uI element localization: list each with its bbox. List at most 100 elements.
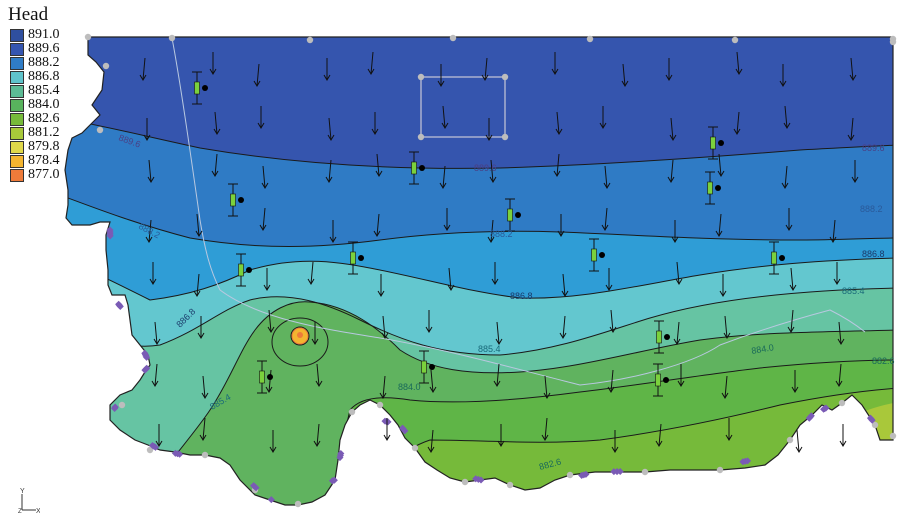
velocity-arrowhead xyxy=(851,176,859,183)
observation-targets xyxy=(192,71,785,397)
velocity-arrow xyxy=(214,111,218,135)
velocity-arrowhead xyxy=(213,128,221,135)
vertex-node xyxy=(501,73,509,81)
velocity-arrowhead xyxy=(493,380,501,387)
velocity-arrow xyxy=(658,423,662,447)
contour-line-884-0 xyxy=(129,301,893,505)
velocity-arrow xyxy=(376,153,380,177)
velocity-arrowhead xyxy=(325,176,333,183)
velocity-arrowhead xyxy=(315,380,323,387)
legend-item: 884.0 xyxy=(10,97,80,113)
vertex-node xyxy=(417,133,425,141)
boundary-marker xyxy=(176,450,184,458)
velocity-arrowhead xyxy=(377,290,385,297)
vertex-node xyxy=(411,444,419,452)
velocity-vectors xyxy=(139,51,859,453)
observation-target xyxy=(505,198,521,232)
vertex-node xyxy=(731,36,739,44)
velocity-arrowhead xyxy=(257,122,265,129)
boundary-marker xyxy=(477,476,485,484)
velocity-arrow xyxy=(214,153,218,177)
vertex-node xyxy=(118,401,126,409)
velocity-arrowhead xyxy=(367,68,375,75)
legend-item: 881.2 xyxy=(10,125,80,141)
velocity-arrowhead xyxy=(541,434,549,441)
axis-x-label: X xyxy=(36,508,40,514)
velocity-arrowhead xyxy=(717,170,725,177)
legend-swatch xyxy=(10,29,24,42)
velocity-arrowhead xyxy=(211,170,219,177)
velocity-arrowhead xyxy=(599,122,607,129)
velocity-arrowhead xyxy=(489,176,497,183)
velocity-arrow xyxy=(796,429,800,453)
legend: 891.0 889.6 888.2 886.8 885.4 884.0 882.6 881.2… xyxy=(10,27,80,183)
velocity-arrowhead xyxy=(603,182,611,189)
velocity-arrow xyxy=(154,363,158,387)
velocity-arrow xyxy=(262,165,266,189)
velocity-arrowhead xyxy=(783,122,791,129)
velocity-arrowhead xyxy=(787,326,795,333)
velocity-arrowhead xyxy=(621,80,629,87)
velocity-arrowhead xyxy=(313,440,321,447)
boundary-marker xyxy=(616,467,624,476)
legend-swatch xyxy=(10,71,24,84)
legend-label: 891.0 xyxy=(28,27,60,42)
velocity-arrow xyxy=(328,117,332,141)
velocity-arrow xyxy=(562,315,566,339)
velocity-arrowhead xyxy=(781,182,789,189)
legend-swatch xyxy=(10,141,24,154)
contour-line-889-6 xyxy=(65,117,893,169)
velocity-arrowhead xyxy=(269,446,277,453)
vertex-node xyxy=(889,38,897,46)
velocity-arrowhead xyxy=(371,128,379,135)
boundary-vertices xyxy=(84,33,897,508)
velocity-arrow xyxy=(604,165,608,189)
velocity-arrow xyxy=(268,309,272,333)
boundary-marker xyxy=(401,427,409,435)
contour-label: 885.4 xyxy=(478,344,501,354)
velocity-arrow xyxy=(442,105,446,129)
velocity-arrow xyxy=(832,219,836,243)
contour-line-886-8 xyxy=(65,257,893,301)
observation-target xyxy=(348,241,364,275)
contour-line-well-ring xyxy=(271,317,329,367)
velocity-arrowhead xyxy=(439,182,447,189)
contour-label: 884.0 xyxy=(398,382,421,392)
velocity-arrowhead xyxy=(383,434,391,441)
contour-label: 888.2 xyxy=(860,204,883,214)
axis-z-label: Z xyxy=(18,509,22,514)
velocity-arrow xyxy=(442,165,446,189)
velocity-arrow xyxy=(622,63,626,87)
velocity-arrow xyxy=(790,267,794,291)
legend-label: 888.2 xyxy=(28,55,60,70)
velocity-arrowhead xyxy=(675,278,683,285)
contour-label: 886.8 xyxy=(510,291,533,301)
axis-triad-icon: Y X Z xyxy=(18,488,40,514)
velocity-arrowhead xyxy=(425,326,433,333)
velocity-arrow xyxy=(196,273,200,297)
legend-item: 889.6 xyxy=(10,41,80,57)
velocity-arrowhead xyxy=(195,230,203,237)
velocity-arrow xyxy=(310,261,314,285)
observation-target xyxy=(257,360,273,394)
velocity-arrowhead xyxy=(323,74,331,81)
legend-item: 886.8 xyxy=(10,69,80,85)
velocity-arrow xyxy=(430,429,434,453)
velocity-arrow xyxy=(328,159,332,183)
vertex-node xyxy=(871,421,879,429)
vertex-node xyxy=(146,446,154,454)
velocity-arrow xyxy=(670,117,674,141)
velocity-arrow xyxy=(544,375,548,399)
velocity-arrowhead xyxy=(485,134,493,141)
boundary-marker xyxy=(868,416,876,424)
velocity-arrowhead xyxy=(715,230,723,237)
velocity-arrowhead xyxy=(609,326,617,333)
velocity-arrowhead xyxy=(311,338,319,345)
boundary-marker xyxy=(111,404,119,413)
domain-boundary xyxy=(64,36,894,506)
legend-item: 885.4 xyxy=(10,83,80,99)
legend-item: 888.2 xyxy=(10,55,80,71)
boundary-marker xyxy=(141,366,149,374)
boundary-marker xyxy=(822,404,830,412)
